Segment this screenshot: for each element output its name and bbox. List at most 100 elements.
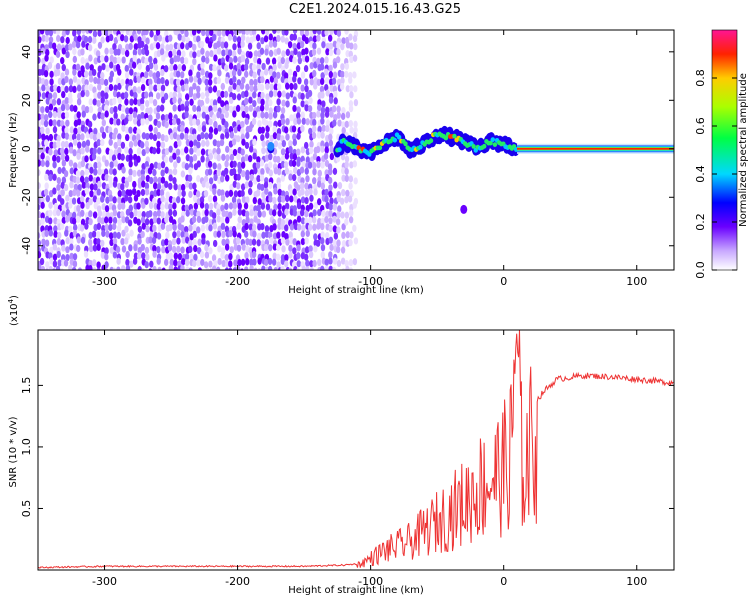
heatmap-cell	[52, 268, 56, 270]
heatmap-cell	[308, 251, 314, 259]
heatmap-cell	[172, 223, 177, 231]
heatmap-cell	[349, 203, 354, 212]
heatmap-cell	[259, 83, 265, 92]
heatmap-cell	[212, 195, 218, 203]
heatmap-cell	[77, 126, 82, 134]
heatmap-cell	[280, 237, 286, 245]
heatmap-cell	[100, 251, 106, 259]
heatmap-cell	[79, 175, 85, 183]
heatmap-cell	[328, 64, 333, 72]
heatmap-cell	[112, 267, 117, 270]
heatmap-cell	[45, 30, 50, 36]
heatmap-cell	[315, 145, 321, 154]
heatmap-cell	[168, 182, 173, 190]
heatmap-cell	[132, 85, 137, 94]
heatmap-cell	[172, 231, 177, 239]
heatmap-cell	[169, 57, 175, 65]
heatmap-cell	[268, 153, 273, 161]
heatmap-cell	[256, 111, 262, 119]
heatmap-cell	[161, 54, 166, 62]
heatmap-cell	[44, 35, 50, 43]
heatmap-cell	[40, 152, 45, 160]
heatmap-cell	[300, 230, 305, 238]
heatmap-cell	[52, 209, 58, 217]
heatmap-cell	[56, 250, 61, 259]
heatmap-cell	[335, 245, 341, 254]
heatmap-cell	[104, 92, 109, 100]
heatmap-cell	[72, 47, 77, 56]
heatmap-cell	[292, 56, 297, 64]
heatmap-cell	[204, 215, 209, 223]
heatmap-cell	[88, 83, 94, 92]
heatmap-cell	[276, 168, 282, 176]
heatmap-cell	[268, 244, 273, 252]
heatmap-cell	[292, 75, 297, 83]
heatmap-cell	[160, 84, 166, 92]
heatmap-cell	[352, 224, 357, 232]
heatmap-cell	[136, 30, 142, 35]
heatmap-cell	[40, 201, 45, 209]
heatmap-cell	[216, 76, 221, 85]
heatmap-cell	[353, 126, 358, 134]
heatmap-cell	[231, 93, 237, 101]
heatmap-cell	[245, 83, 250, 91]
heatmap-cell	[293, 47, 298, 56]
heatmap-cell	[240, 120, 245, 129]
heatmap-cell	[152, 147, 157, 155]
heatmap-cell	[124, 71, 130, 79]
heatmap-cell	[321, 209, 326, 218]
heatmap-cell	[105, 64, 110, 72]
heatmap-cell	[292, 96, 297, 104]
heatmap-cell	[283, 72, 289, 80]
spectrogram-y-tick-label: 40	[20, 45, 33, 59]
heatmap-cell	[184, 78, 189, 86]
heatmap-cell	[292, 133, 297, 141]
heatmap-cell	[332, 85, 338, 93]
heatmap-cell	[121, 124, 126, 132]
heatmap-cell	[176, 118, 181, 126]
heatmap-cell	[328, 236, 334, 244]
heatmap-cell	[312, 30, 317, 35]
heatmap-cell	[283, 161, 289, 169]
snr-y-tick-label: 1.5	[20, 377, 33, 395]
heatmap-cell	[280, 174, 285, 182]
heatmap-cell	[68, 96, 73, 105]
heatmap-cell	[123, 35, 129, 43]
heatmap-cell	[319, 57, 325, 65]
heatmap-cell	[196, 215, 202, 224]
heatmap-cell	[61, 47, 67, 55]
heatmap-cell	[38, 76, 42, 85]
heatmap-cell	[344, 120, 350, 128]
heatmap-cell	[224, 243, 230, 251]
heatmap-cell	[171, 197, 177, 205]
snr-y-ticks: 0.51.01.5	[20, 377, 674, 517]
heatmap-cell	[289, 223, 295, 231]
heatmap-cell	[209, 50, 214, 58]
heatmap-cell	[77, 184, 82, 192]
heatmap-cell	[341, 106, 346, 115]
heatmap-cell	[103, 168, 109, 176]
heatmap-cell	[244, 266, 249, 270]
heatmap-cell	[65, 103, 70, 111]
heatmap-cell	[348, 175, 354, 183]
heatmap-cell	[333, 97, 338, 105]
heatmap-cell	[320, 111, 325, 119]
heatmap-cell	[175, 78, 181, 86]
heatmap-cell	[80, 160, 86, 168]
heatmap-cell	[97, 180, 102, 188]
heatmap-cell	[240, 40, 245, 48]
heatmap-cell	[132, 54, 137, 63]
heatmap-cell	[280, 117, 286, 126]
heatmap-cell	[257, 198, 262, 206]
heatmap-cell	[41, 34, 46, 42]
heatmap-cell	[197, 124, 202, 132]
heatmap-cell	[328, 257, 333, 265]
heatmap-cell	[69, 231, 74, 240]
heatmap-cell	[308, 146, 314, 155]
heatmap-cell	[140, 174, 146, 182]
heatmap-cell	[99, 126, 105, 134]
heatmap-cell	[272, 223, 277, 231]
heatmap-cell	[332, 257, 338, 265]
heatmap-cell	[100, 217, 105, 225]
heatmap-cell	[71, 217, 77, 225]
